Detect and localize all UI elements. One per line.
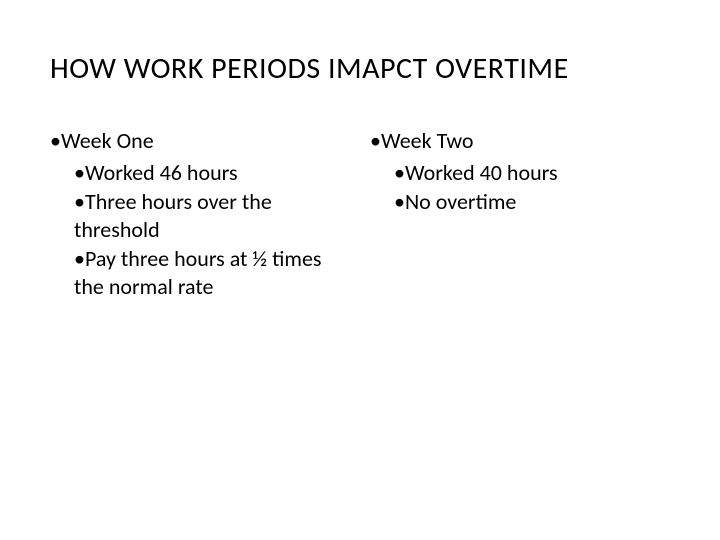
bullet-icon: •	[370, 127, 381, 155]
list-item: •Three hours over the threshold	[74, 188, 350, 243]
bullet-icon: •	[74, 188, 85, 216]
list-item: •No overtime	[394, 188, 670, 216]
list-item-text: Three hours over the threshold	[74, 188, 272, 243]
slide-container: HOW WORK PERIODS IMAPCT OVERTIME •Week O…	[0, 0, 720, 302]
list-item-text: Pay three hours at ½ times the normal ra…	[74, 245, 322, 300]
bullet-icon: •	[74, 159, 85, 187]
left-column: •Week One •Worked 46 hours •Three hours …	[50, 127, 350, 302]
list-item-text: Worked 40 hours	[405, 159, 558, 186]
list-item-text: No overtime	[405, 188, 516, 215]
list-item: •Pay three hours at ½ times the normal r…	[74, 245, 350, 300]
right-heading: •Week Two	[370, 127, 670, 155]
right-heading-text: Week Two	[381, 127, 474, 154]
columns-wrap: •Week One •Worked 46 hours •Three hours …	[50, 127, 670, 302]
right-column: •Week Two •Worked 40 hours •No overtime	[370, 127, 670, 302]
left-heading: •Week One	[50, 127, 350, 155]
bullet-icon: •	[50, 127, 61, 155]
slide-title: HOW WORK PERIODS IMAPCT OVERTIME	[50, 50, 670, 87]
bullet-icon: •	[394, 188, 405, 216]
list-item: •Worked 40 hours	[394, 159, 670, 187]
list-item-text: Worked 46 hours	[85, 159, 238, 186]
bullet-icon: •	[394, 159, 405, 187]
bullet-icon: •	[74, 245, 85, 273]
list-item: •Worked 46 hours	[74, 159, 350, 187]
left-heading-text: Week One	[61, 127, 154, 154]
